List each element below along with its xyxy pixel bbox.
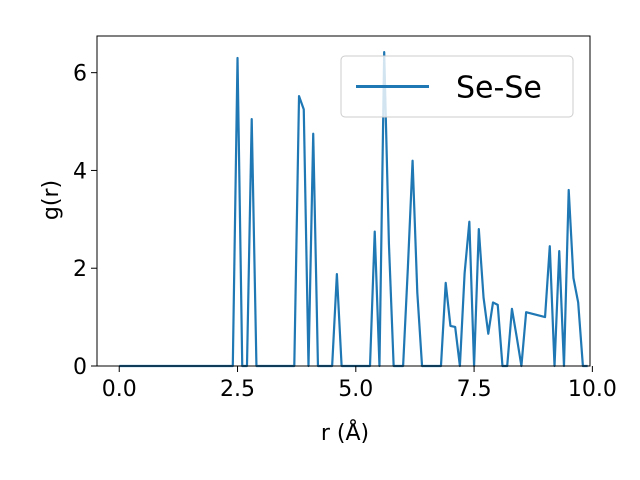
legend-label: Se-Se: [456, 71, 542, 106]
legend: Se-Se: [340, 55, 574, 118]
y-axis-label: g(r): [39, 180, 64, 220]
x-tick-label: 5.0: [338, 377, 373, 402]
x-tick-label: 0.0: [102, 377, 137, 402]
series-line-se-se: [119, 51, 588, 368]
plot-frame: [96, 35, 591, 367]
legend-box: [340, 55, 574, 118]
y-tick-label: 4: [73, 159, 87, 184]
x-tick-label: 10.0: [568, 377, 617, 402]
y-tick-label: 2: [73, 257, 87, 282]
x-axis-label: r (Å): [321, 419, 369, 446]
x-tick-label: 2.5: [220, 377, 255, 402]
plot-area: [119, 51, 588, 368]
axes: 0.0 2.5 5.0 7.5 10.0 0 2 4 6: [73, 35, 617, 402]
x-tick-label: 7.5: [457, 377, 492, 402]
y-tick-label: 6: [73, 62, 87, 87]
y-tick-label: 0: [73, 355, 87, 380]
